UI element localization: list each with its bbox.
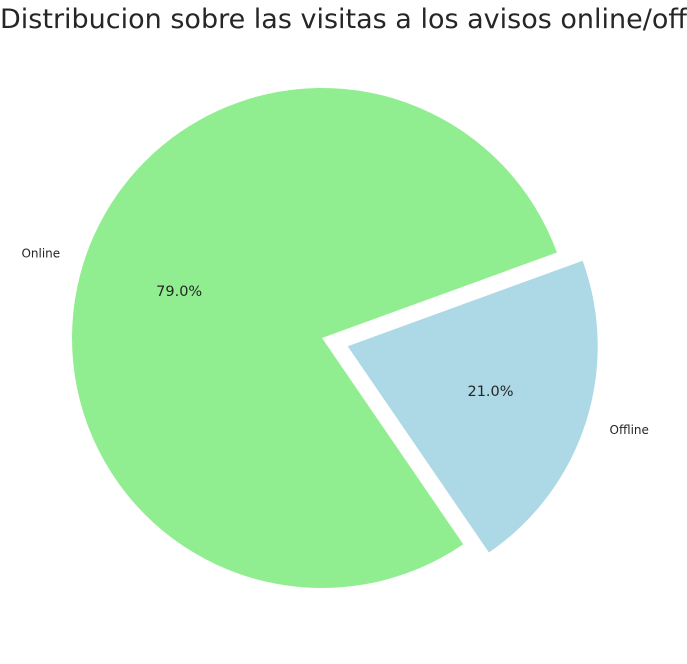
chart-title: Distribucion sobre las visitas a los avi… xyxy=(0,4,687,35)
pie-slice-offline xyxy=(347,260,598,553)
slice-pct-online: 79.0% xyxy=(156,284,202,300)
pie-slice-online xyxy=(72,87,557,588)
slice-label-offline: Offline xyxy=(610,423,649,437)
slice-pct-offline: 21.0% xyxy=(467,384,513,400)
pie-labels: Online 79.0% Offline 21.0% xyxy=(21,246,648,436)
slice-label-online: Online xyxy=(21,246,60,260)
pie-slices xyxy=(72,87,598,588)
